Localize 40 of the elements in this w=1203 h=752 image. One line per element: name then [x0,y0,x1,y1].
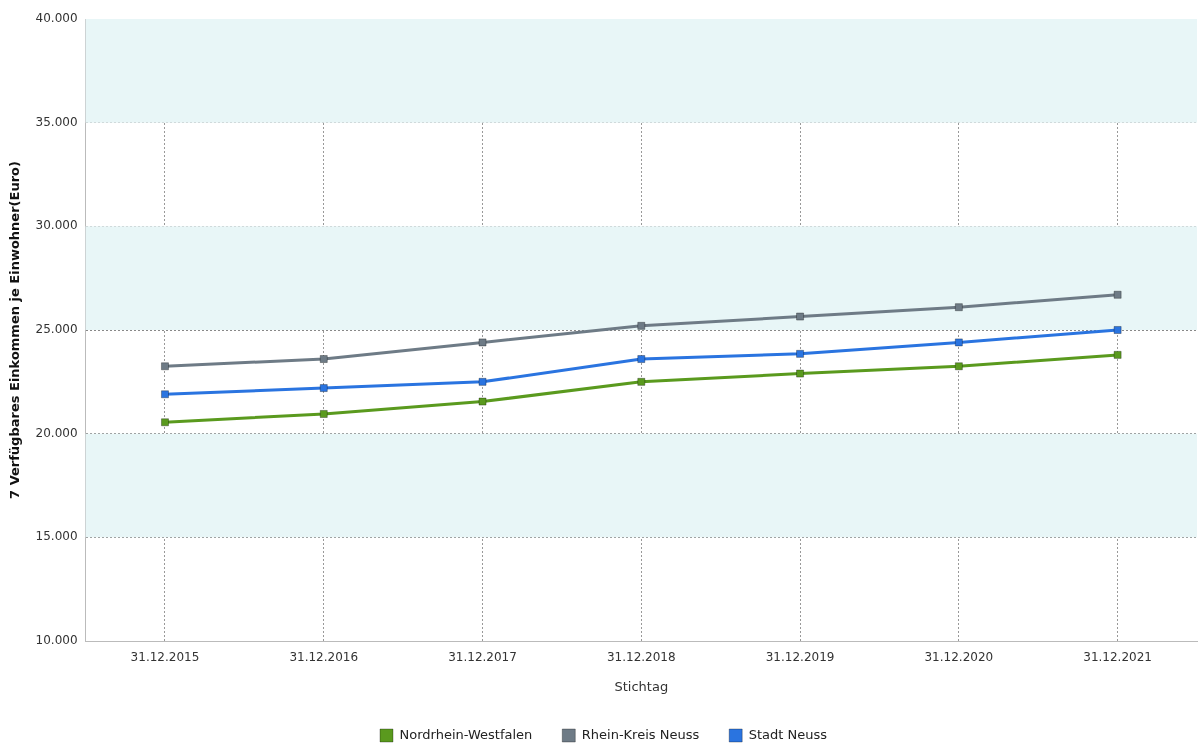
point [160,418,170,427]
point [637,321,646,330]
x-axis-title: Stichtag [614,678,669,694]
point [319,384,328,393]
point [319,409,328,419]
point [1113,325,1122,335]
y-tick-label: 10.000 [35,633,78,648]
y-tick-label: 30.000 [35,218,78,233]
point [478,397,487,406]
x-tick-label: 31.12.2016 [289,650,359,665]
point [637,354,646,364]
point [160,362,170,371]
x-tick-label: 31.12.2020 [924,650,994,665]
point [160,390,170,399]
point [319,354,328,364]
y-tick-label: 35.000 [35,114,78,129]
point [954,362,963,371]
x-tick-label: 31.12.2019 [765,650,835,665]
x-tick-label: 31.12.2017 [448,650,517,665]
y-tick-label: 15.000 [35,529,78,544]
point [796,369,805,378]
point [954,338,963,347]
point [954,303,963,312]
y-axis-title: 7 Verfügbares Einkommen je Einwohner(Euro) [7,161,23,499]
x-tick-label: 31.12.2018 [606,650,676,665]
point [796,349,805,358]
point [1113,290,1122,299]
point [478,377,487,386]
point [637,377,646,386]
x-tick-label: 31.12.2021 [1083,650,1152,665]
legend-label: Rhein-Kreis Neuss [581,726,700,742]
x-tick-label: 31.12.2015 [130,650,200,665]
point [796,312,805,321]
point [478,338,487,347]
point [1113,350,1122,359]
legend-label: Nordrhein-Westfalen [399,726,533,742]
y-tick-label: 20.000 [35,425,78,440]
legend-label: Stadt Neuss [748,726,828,742]
y-tick-label: 25.000 [35,322,78,337]
y-tick-label: 40.000 [35,11,78,26]
